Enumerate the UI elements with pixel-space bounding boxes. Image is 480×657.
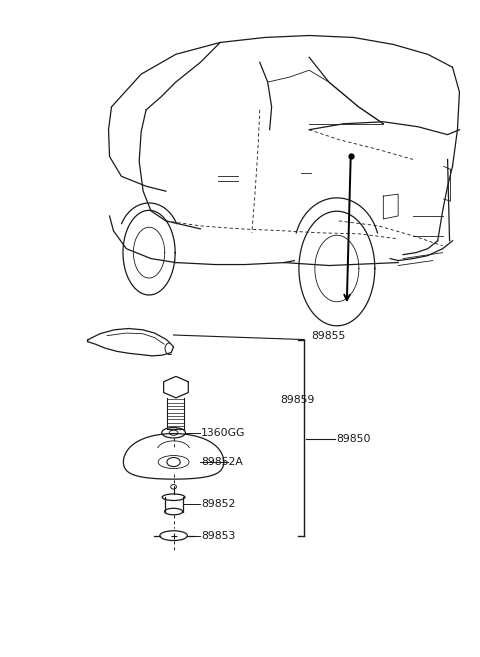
- Text: 1360GG: 1360GG: [201, 428, 245, 438]
- Text: 89852A: 89852A: [201, 457, 243, 467]
- Text: 89852: 89852: [201, 499, 236, 509]
- Text: 89853: 89853: [201, 531, 236, 541]
- Text: 89859: 89859: [280, 395, 315, 405]
- Text: 89855: 89855: [311, 331, 346, 342]
- Text: 89850: 89850: [336, 434, 371, 444]
